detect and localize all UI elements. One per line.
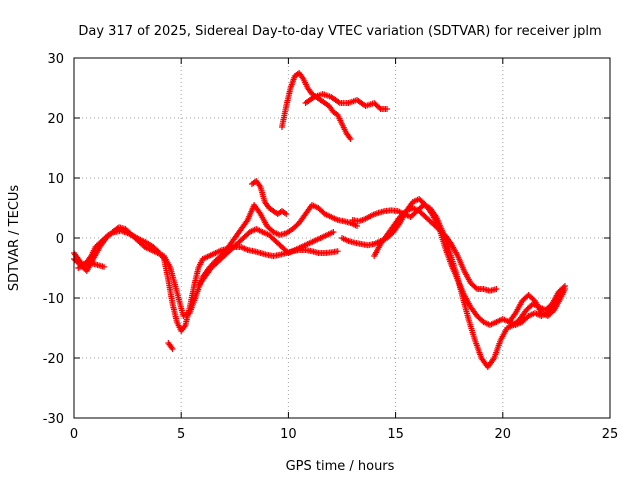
series-s10 xyxy=(506,286,568,325)
series-s4 xyxy=(248,178,290,217)
y-tick-label: -10 xyxy=(43,292,64,307)
data-points xyxy=(71,70,568,370)
x-tick-label: 20 xyxy=(495,427,512,442)
x-axis-label: GPS time / hours xyxy=(286,459,395,474)
data-point xyxy=(347,136,354,142)
series-s12 xyxy=(165,340,176,352)
data-point xyxy=(472,284,479,291)
series-s5 xyxy=(278,70,354,142)
series-s1 xyxy=(71,227,341,334)
chart-title: Day 317 of 2025, Sidereal Day-to-day VTE… xyxy=(78,24,601,39)
data-point xyxy=(101,263,108,270)
axis-ticks: 0 5 10 15 20 25 -30 -20 -10 0 10 20 30 xyxy=(43,52,619,442)
series-s6 xyxy=(302,91,391,112)
data-point xyxy=(493,286,500,292)
series-s11 xyxy=(75,260,108,271)
data-point xyxy=(354,223,361,229)
data-point xyxy=(283,211,290,217)
x-tick-label: 0 xyxy=(70,427,78,442)
data-point xyxy=(376,104,383,111)
data-point xyxy=(330,229,337,235)
x-tick-label: 10 xyxy=(280,427,297,442)
y-tick-label: 30 xyxy=(47,52,64,67)
data-point xyxy=(334,248,341,255)
x-tick-label: 5 xyxy=(177,427,185,442)
series-s3 xyxy=(195,226,337,289)
x-tick-label: 15 xyxy=(387,427,404,442)
y-tick-label: -30 xyxy=(43,412,64,427)
y-axis-label: SDTVAR / TECUs xyxy=(7,185,22,292)
series-s2 xyxy=(71,202,361,319)
series-s9 xyxy=(371,205,500,294)
y-tick-label: 20 xyxy=(47,112,64,127)
y-tick-label: 0 xyxy=(56,232,64,247)
data-point xyxy=(561,286,568,292)
y-tick-label: -20 xyxy=(43,352,64,367)
data-point xyxy=(384,106,391,112)
x-tick-label: 25 xyxy=(602,427,619,442)
y-tick-label: 10 xyxy=(47,172,64,187)
data-point xyxy=(169,346,176,352)
